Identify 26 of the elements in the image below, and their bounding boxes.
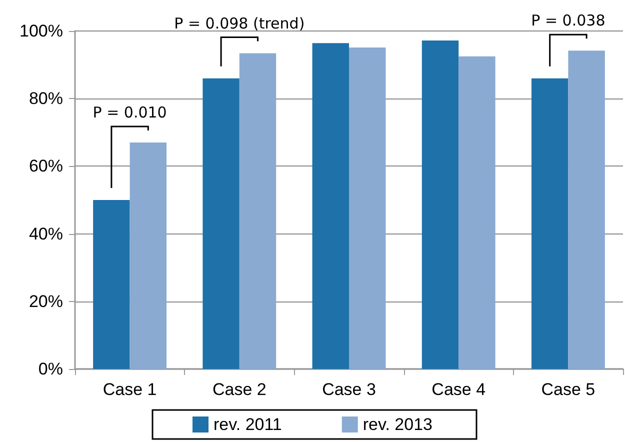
bar (568, 50, 605, 369)
y-tick-label: 80% (28, 89, 63, 108)
bar (349, 48, 386, 369)
y-tick-label: 40% (28, 224, 63, 244)
y-tick-label: 0% (38, 360, 63, 378)
x-tick-label: Case 5 (541, 380, 596, 399)
bar (312, 43, 349, 369)
y-tick-label: 20% (28, 292, 63, 311)
y-tick-label: 60% (28, 156, 63, 176)
legend-label: rev. 2013 (362, 415, 432, 434)
text: P = 0.038 (531, 12, 606, 30)
annotation: P = 0.098 (trend) (174, 14, 305, 32)
legend-label: rev. 2011 (214, 415, 282, 434)
bar (458, 56, 496, 369)
bar (130, 142, 167, 369)
bar (422, 40, 459, 369)
x-tick-label: Case 2 (212, 380, 266, 399)
x-tick-label: Case 3 (322, 380, 376, 399)
x-tick-label: Case 4 (432, 380, 486, 399)
bar (531, 78, 568, 369)
bar (202, 78, 240, 369)
x-tick-label: Case 1 (102, 380, 157, 399)
bar (93, 200, 130, 369)
y-tick-label: 100% (20, 22, 63, 40)
bar (239, 53, 276, 369)
annotation: P = 0.010 (92, 104, 167, 122)
